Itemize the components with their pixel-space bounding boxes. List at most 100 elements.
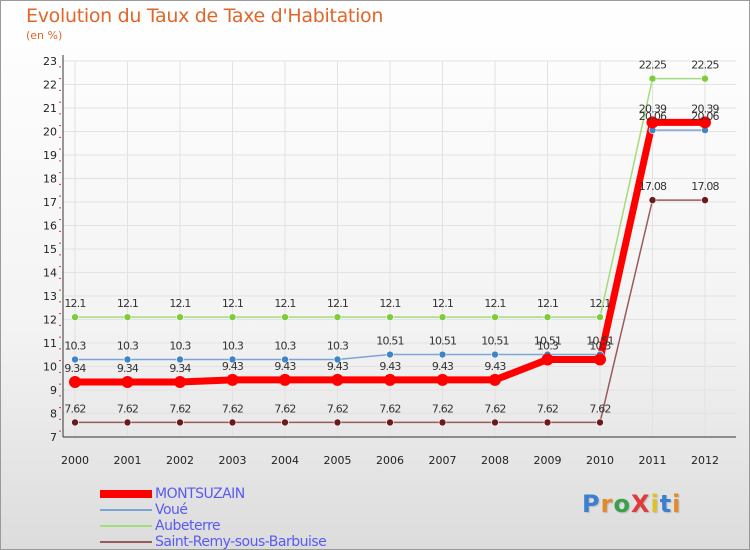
data-point [491, 313, 499, 321]
data-point [699, 116, 711, 129]
y-tick-label: 21 [43, 102, 57, 115]
data-point [541, 353, 554, 366]
data-point [646, 116, 659, 129]
data-label: 10.3 [327, 339, 349, 352]
series-labels: 10.3 10.3 10.3 10.3 10.3 10.3 10.51 10.51 10.51 1… [64, 59, 720, 416]
data-point [596, 313, 604, 321]
data-point [121, 376, 134, 389]
series-points [69, 74, 711, 427]
y-tick-label: 7 [50, 431, 57, 444]
axes: 7 8 9 10 11 12 13 14 15 16 17 18 19 20 21 22 23 2000 2001 2… [43, 55, 736, 467]
data-label: 10.51 [376, 335, 404, 348]
x-tick-label: 2007 [429, 454, 457, 467]
data-point [384, 373, 396, 386]
data-point [333, 355, 342, 364]
y-tick-label: 10 [43, 361, 57, 374]
data-label: 10.51 [429, 335, 457, 348]
data-label: 9.43 [222, 360, 244, 373]
data-label: 10.51 [586, 335, 614, 348]
data-point [386, 350, 394, 359]
data-label: 7.62 [327, 402, 348, 415]
data-label: 12.1 [222, 297, 243, 310]
data-label: 20.39 [691, 102, 719, 115]
data-point [331, 373, 344, 386]
data-label: 10.3 [117, 339, 139, 352]
data-point [594, 353, 606, 366]
data-label: 10.51 [481, 335, 509, 348]
data-label: 7.62 [379, 402, 400, 415]
data-label: 12.1 [169, 297, 190, 310]
y-tick-label: 16 [43, 220, 57, 233]
x-tick-label: 2011 [639, 454, 667, 467]
y-tick-label: 22 [43, 79, 57, 92]
data-point [648, 74, 657, 83]
data-point [386, 313, 394, 321]
legend-swatch [100, 490, 152, 498]
data-point [176, 355, 184, 364]
legend-swatch [100, 509, 152, 511]
data-label: 9.34 [169, 362, 191, 375]
data-point [648, 196, 657, 204]
chart-title: Evolution du Taux de Taxe d'Habitation [26, 5, 384, 27]
data-point [71, 313, 79, 321]
data-point [438, 350, 447, 359]
y-tick-label: 23 [43, 55, 57, 68]
data-label: 9.34 [64, 362, 86, 375]
data-point [176, 418, 184, 427]
legend-label: Saint-Remy-sous-Barbuise [155, 534, 327, 550]
data-label: 12.1 [327, 297, 348, 310]
chart-subtitle: (en %) [26, 29, 63, 42]
data-point [123, 355, 132, 364]
proxiti-logo: ProXiti [582, 490, 682, 518]
data-label: 20.06 [639, 110, 667, 123]
data-label: 10.3 [169, 339, 191, 352]
data-point [491, 350, 499, 359]
legend-label: MONTSUZAIN [155, 486, 245, 502]
data-point [228, 418, 237, 427]
data-label: 10.3 [589, 339, 611, 352]
data-point [281, 313, 289, 321]
x-tick-label: 2009 [534, 454, 562, 467]
x-tick-label: 2001 [114, 454, 142, 467]
data-point [226, 373, 239, 386]
data-point [701, 196, 709, 204]
data-label: 7.62 [274, 402, 295, 415]
data-label: 17.08 [691, 180, 719, 193]
x-tick-label: 2012 [691, 454, 719, 467]
y-tick-label: 9 [50, 384, 57, 397]
y-tick-label: 8 [50, 408, 57, 421]
data-label: 10.3 [274, 339, 296, 352]
data-label: 10.3 [222, 339, 244, 352]
y-tick-label: 14 [43, 267, 57, 280]
y-tick-label: 17 [43, 196, 57, 209]
x-tick-label: 2005 [324, 454, 352, 467]
x-tick-label: 2010 [586, 454, 614, 467]
data-label: 10.3 [537, 339, 559, 352]
data-point [438, 418, 447, 427]
data-point [489, 373, 501, 386]
data-point [436, 373, 449, 386]
data-label: 9.43 [484, 360, 506, 373]
data-label: 12.1 [537, 297, 558, 310]
data-point [491, 418, 499, 427]
data-point [69, 376, 81, 389]
data-point [174, 376, 186, 389]
data-point [71, 418, 79, 427]
data-point [228, 313, 237, 321]
data-label: 7.62 [432, 402, 453, 415]
y-tick-label: 12 [43, 314, 57, 327]
data-point [596, 418, 604, 427]
data-point [71, 355, 79, 364]
legend-swatch [100, 525, 152, 527]
legend-label: Voué [155, 502, 188, 518]
x-tick-label: 2002 [166, 454, 194, 467]
data-label: 20.06 [691, 110, 719, 123]
data-point [281, 418, 289, 427]
x-tick-label: 2008 [481, 454, 509, 467]
data-point [701, 74, 709, 83]
x-tick-label: 2004 [271, 454, 299, 467]
data-point [123, 313, 132, 321]
data-label: 7.62 [537, 402, 558, 415]
data-point [228, 355, 237, 364]
